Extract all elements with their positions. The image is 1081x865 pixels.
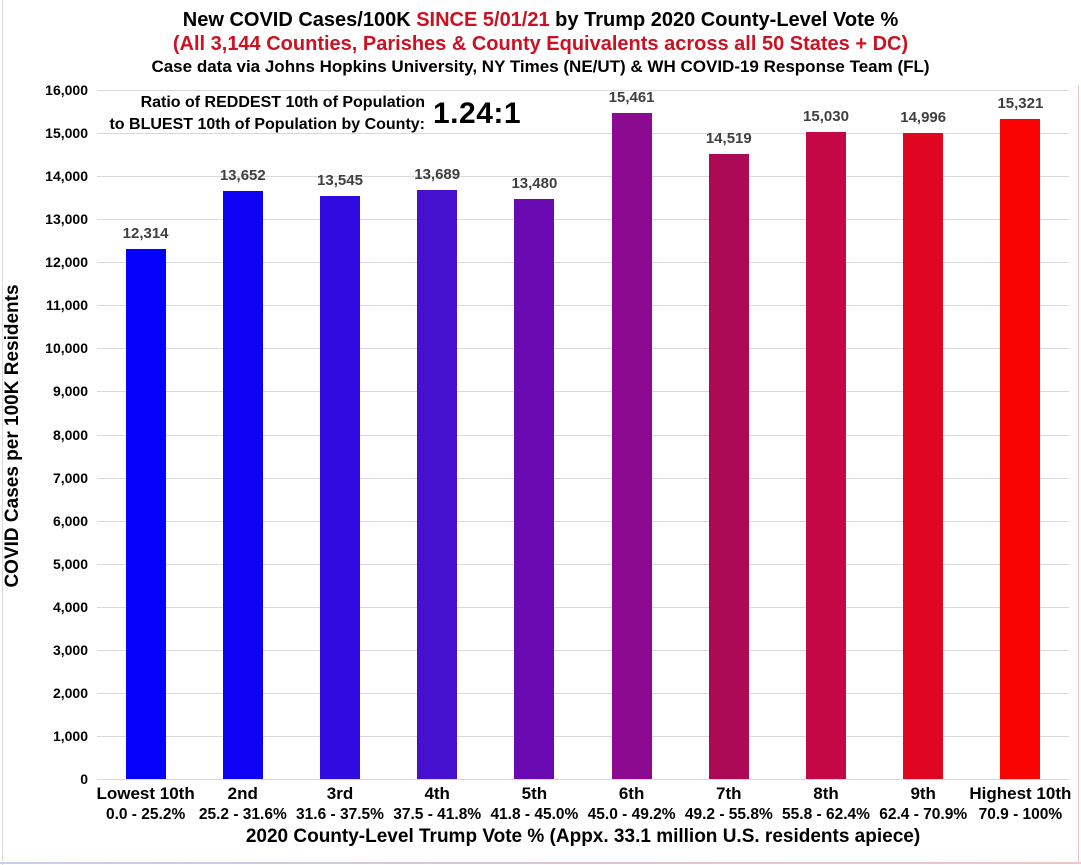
x-category-label: Highest 10th (969, 784, 1072, 803)
bar-lowest-10th (125, 248, 166, 779)
y-tick-label: 11,000 (45, 297, 88, 314)
y-tick-label: 14,000 (45, 168, 88, 185)
y-tick-label: 7,000 (52, 469, 88, 486)
bar-3rd (320, 195, 360, 779)
y-tick-label: 10,000 (45, 340, 88, 357)
bar-2nd (222, 191, 263, 779)
chart-title: New COVID Cases/100K SINCE 5/01/21 by Tr… (0, 8, 1081, 32)
chart-title-part2: by Trump 2020 County-Level Vote % (549, 9, 899, 31)
bar-value-label: 13,545 (317, 171, 363, 189)
x-category-label: 2nd (227, 784, 258, 803)
gridline-5000 (97, 563, 1069, 565)
y-tick-label: 1,000 (52, 727, 88, 744)
y-tick-label: 8,000 (52, 426, 88, 443)
gridline-12000 (97, 262, 1069, 264)
y-tick-label: 6,000 (52, 512, 88, 529)
ratio-annotation: Ratio of REDDEST 10th of Population to B… (100, 92, 521, 135)
x-category-label: 4th (424, 784, 450, 803)
gridline-7000 (97, 477, 1069, 479)
gridline-16000 (97, 90, 1069, 91)
bar-value-label: 13,480 (511, 174, 558, 192)
bar-9th (903, 133, 944, 779)
x-category-range: 45.0 - 49.2% (587, 806, 676, 823)
bar-value-label: 15,461 (608, 89, 655, 107)
y-tick-label: 16,000 (45, 82, 88, 98)
gridline-10000 (97, 348, 1069, 350)
y-tick-label: 2,000 (52, 684, 88, 701)
gridline-1000 (97, 735, 1069, 737)
x-category-label: 6th (618, 784, 645, 803)
x-category-range: 55.8 - 62.4% (782, 806, 870, 823)
window-edge-bottom (0, 862, 1081, 864)
bar-5th (514, 198, 555, 779)
chart-title-part1: New COVID Cases/100K (182, 9, 417, 31)
x-category-label: 8th (813, 784, 839, 803)
chart-subtitle: (All 3,144 Counties, Parishes & County E… (172, 33, 909, 56)
y-tick-label: 3,000 (52, 641, 88, 658)
y-tick-label: 15,000 (45, 125, 88, 142)
x-category-range: 25.2 - 31.6% (198, 806, 287, 823)
bar-value-label: 15,030 (803, 107, 849, 125)
chart-title-highlight: SINCE 5/01/21 (416, 9, 550, 31)
ratio-annotation-line1: Ratio of REDDEST 10th of Population (140, 94, 425, 111)
x-category-label: 7th (716, 784, 742, 803)
chart-source-line: Case data via Johns Hopkins University, … (151, 56, 930, 76)
gridline-14000 (97, 176, 1069, 178)
x-category-range: 31.6 - 37.5% (296, 806, 384, 823)
gridline-11000 (97, 305, 1069, 307)
bar-highest-10th (1000, 119, 1041, 779)
gridline-6000 (97, 520, 1069, 522)
window-edge-right (1078, 85, 1079, 863)
gridline-3000 (97, 649, 1069, 651)
bar-value-label: 15,321 (997, 95, 1044, 113)
ratio-annotation-text: Ratio of REDDEST 10th of Population to B… (100, 92, 425, 135)
bar-value-label: 12,314 (122, 224, 169, 242)
gridline-13000 (97, 219, 1069, 221)
gridline-15000 (97, 133, 1069, 135)
x-category-range: 0.0 - 25.2% (105, 806, 186, 823)
x-axis-title: 2020 County-Level Trump Vote % (Appx. 33… (245, 826, 921, 847)
x-category-label: 5th (521, 784, 548, 803)
gridline-2000 (97, 692, 1069, 694)
x-category-label: 3rd (326, 784, 354, 803)
bar-value-label: 14,519 (705, 129, 752, 147)
ratio-value: 1.24:1 (433, 96, 522, 130)
chart-header: New COVID Cases/100K SINCE 5/01/21 by Tr… (0, 8, 1081, 78)
bar-7th (708, 153, 749, 779)
y-tick-label: 9,000 (52, 383, 88, 400)
bar-6th (611, 113, 652, 779)
gridline-4000 (97, 606, 1069, 608)
bar-4th (417, 189, 458, 779)
window-edge-left (2, 0, 3, 865)
gridline-8000 (97, 434, 1069, 436)
bar-value-label: 13,689 (414, 165, 461, 183)
x-category-label: 9th (910, 784, 936, 803)
bar-8th (806, 131, 846, 779)
x-category-label: Lowest 10th (96, 784, 195, 803)
y-tick-label: 13,000 (45, 211, 88, 228)
bar-value-label: 13,652 (219, 167, 266, 185)
y-tick-label: 0 (80, 771, 88, 787)
gridline-9000 (97, 391, 1069, 393)
ratio-annotation-line2: to BLUEST 10th of Population by County: (109, 115, 425, 133)
y-tick-label: 4,000 (52, 598, 88, 615)
x-category-range: 70.9 - 100% (978, 806, 1063, 823)
gridline-0 (97, 779, 1069, 780)
x-category-range: 49.2 - 55.8% (684, 806, 773, 823)
y-tick-label: 5,000 (52, 555, 88, 572)
bar-value-label: 14,996 (900, 109, 947, 127)
x-category-range: 41.8 - 45.0% (490, 806, 579, 823)
x-category-range: 37.5 - 41.8% (393, 806, 482, 823)
x-category-range: 62.4 - 70.9% (879, 806, 968, 823)
y-tick-label: 12,000 (45, 254, 88, 271)
